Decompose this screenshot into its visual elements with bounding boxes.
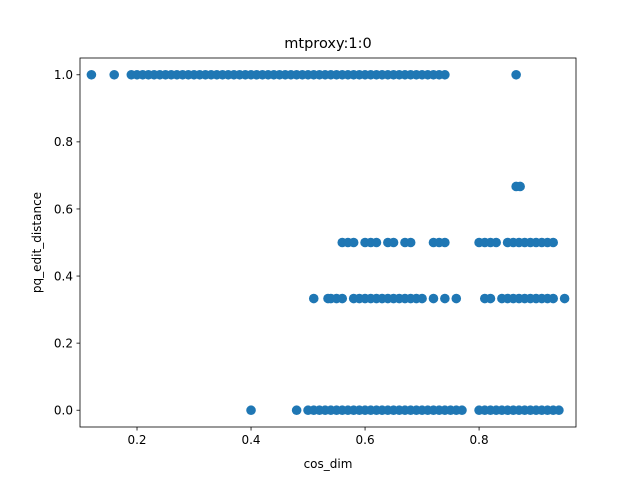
- y-tick-label: 1.0: [54, 68, 73, 82]
- y-ticks: 0.0 0.2 0.4 0.6 0.8 1.0: [54, 68, 80, 418]
- scatter-point: [337, 293, 348, 304]
- scatter-point: [291, 405, 302, 416]
- scatter-point: [371, 237, 382, 248]
- scatter-point: [440, 293, 450, 304]
- y-tick-label: 0.4: [54, 269, 73, 283]
- scatter-point: [417, 293, 427, 304]
- scatter-point: [485, 293, 496, 304]
- scatter-point: [348, 237, 359, 248]
- x-tick-label: 0.6: [356, 433, 375, 447]
- x-tick-label: 0.2: [127, 433, 146, 447]
- scatter-point: [548, 237, 558, 248]
- scatter-point: [548, 293, 558, 304]
- x-tick-label: 0.8: [470, 433, 489, 447]
- scatter-point: [554, 405, 564, 416]
- points-layer: [86, 69, 570, 416]
- scatter-point: [559, 293, 570, 304]
- x-tick-label: 0.4: [241, 433, 260, 447]
- scatter-point: [405, 237, 416, 248]
- chart-title: mtproxy:1:0: [284, 36, 371, 52]
- scatter-point: [440, 69, 450, 80]
- scatter-point: [491, 237, 501, 248]
- scatter-point: [308, 293, 319, 304]
- y-tick-label: 0.2: [54, 336, 73, 350]
- y-axis-label: pq_edit_distance: [30, 192, 44, 293]
- scatter-point: [388, 237, 399, 248]
- y-tick-label: 0.8: [54, 135, 73, 149]
- scatter-point: [515, 181, 525, 192]
- y-tick-label: 0.6: [54, 202, 73, 216]
- x-ticks: 0.2 0.4 0.6 0.8: [127, 427, 489, 447]
- scatter-point: [86, 69, 97, 80]
- x-axis-label: cos_dim: [304, 457, 353, 471]
- scatter-point: [511, 69, 521, 80]
- scatter-point: [451, 293, 462, 304]
- scatter-point: [440, 237, 450, 248]
- scatter-point: [428, 293, 439, 304]
- y-tick-label: 0.0: [54, 404, 73, 418]
- axes-frame: [79, 57, 577, 428]
- plot-area: [80, 58, 576, 427]
- scatter-point: [457, 405, 467, 416]
- scatter-point: [246, 405, 256, 416]
- scatter-point: [109, 69, 120, 80]
